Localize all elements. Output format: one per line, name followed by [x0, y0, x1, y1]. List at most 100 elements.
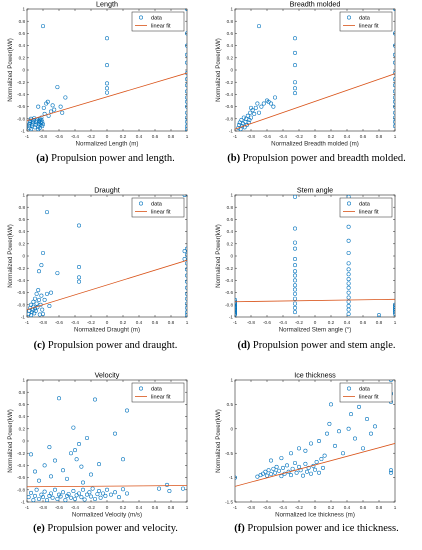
data-point [30, 119, 35, 124]
data-point [235, 310, 237, 315]
data-point [185, 99, 187, 104]
data-point [393, 43, 395, 48]
data-point [336, 429, 341, 434]
x-tick-label: 0.8 [168, 505, 175, 510]
data-point [47, 304, 52, 309]
y-tick-label: -0.8 [17, 302, 25, 307]
x-tick-label: -1 [25, 505, 30, 510]
data-point [181, 486, 186, 491]
data-point [125, 408, 130, 413]
y-tick-label: 0.8 [19, 19, 26, 24]
y-tick-label: -0.2 [17, 451, 25, 456]
data-point [77, 491, 82, 496]
data-point [55, 271, 60, 276]
y-tick-label: -0.2 [225, 266, 233, 271]
data-point [235, 311, 237, 316]
data-point [39, 115, 44, 120]
figure-caption: (a) Propulsion power and length. [0, 153, 211, 164]
legend-box [339, 197, 393, 218]
data-series [235, 195, 395, 317]
y-tick-label: 0.2 [19, 241, 26, 246]
data-point [185, 305, 187, 310]
x-tick-label: 0 [314, 505, 317, 510]
x-tick-label: 0.2 [328, 505, 335, 510]
data-point [319, 457, 324, 462]
x-tick-label: 0.4 [344, 320, 351, 325]
data-point [292, 50, 297, 55]
data-point [266, 468, 271, 473]
chart-panel-6: Ice thickness -1 -0.8 -0.6 -0.4 -0.2 0 0.2 0.4 0.… [215, 371, 397, 519]
data-point [388, 470, 393, 475]
data-point [304, 469, 309, 474]
legend-data-marker [139, 201, 144, 206]
data-point [393, 77, 395, 82]
data-point [113, 431, 118, 436]
data-point [34, 301, 39, 306]
data-point [274, 464, 279, 469]
data-point [31, 299, 36, 304]
x-tick-label: -0.4 [71, 134, 79, 139]
y-tick-label: -0.4 [225, 92, 233, 97]
data-point [393, 95, 395, 100]
x-tick-label: 0.8 [168, 134, 175, 139]
data-point [42, 489, 47, 494]
x-tick-label: 0.4 [344, 505, 351, 510]
x-tick-label: 1 [186, 505, 189, 510]
data-point [90, 486, 95, 491]
data-point [40, 495, 45, 500]
y-tick-label: -1 [21, 315, 26, 320]
x-tick-label: 0.8 [168, 320, 175, 325]
data-point [346, 277, 351, 282]
data-point [63, 95, 68, 100]
data-point [346, 307, 351, 312]
data-point [292, 63, 297, 68]
chart-title: Velocity [95, 371, 120, 380]
data-point [308, 441, 313, 446]
data-series [236, 9, 395, 131]
data-point [105, 36, 110, 41]
x-tick-label: -0.8 [39, 134, 47, 139]
x-tick-label: 0.8 [376, 505, 383, 510]
x-tick-label: -1 [233, 134, 238, 139]
data-point [393, 89, 395, 94]
x-tick-label: -0.4 [71, 505, 79, 510]
legend-data-label: data [151, 16, 163, 22]
data-point [327, 421, 332, 426]
y-tick-label: 0.8 [19, 390, 26, 395]
figure-caption: (d) Propulsion power and stem angle. [211, 340, 422, 351]
x-tick-label: -0.4 [279, 134, 287, 139]
linear-fit-line [235, 443, 395, 487]
data-point [268, 101, 273, 106]
legend: data linear fit [339, 197, 393, 218]
data-point [71, 489, 76, 494]
x-axis-label: Normalized Stem angle (°) [279, 327, 352, 334]
data-point [292, 273, 297, 278]
y-tick-label: 0.2 [19, 426, 26, 431]
legend-data-label: data [151, 202, 163, 208]
data-point [52, 458, 57, 463]
data-point [279, 474, 284, 479]
data-point [253, 105, 258, 110]
data-point [185, 124, 187, 129]
data-point [185, 310, 187, 315]
data-point [185, 115, 187, 120]
data-point [393, 104, 395, 109]
data-point [259, 104, 264, 109]
data-point [40, 311, 45, 316]
y-tick-label: 0 [22, 254, 25, 259]
data-point [36, 478, 41, 483]
data-point [69, 495, 74, 500]
data-point [256, 110, 261, 115]
data-point [60, 490, 65, 495]
data-point [263, 469, 268, 474]
x-tick-label: -1 [25, 134, 30, 139]
legend-box [339, 382, 393, 403]
data-point [31, 498, 36, 502]
linear-fit-line [235, 73, 395, 130]
legend: data linear fit [339, 11, 393, 32]
data-point [185, 52, 187, 57]
data-point [346, 285, 351, 290]
y-tick-label: 0.6 [227, 217, 234, 222]
x-tick-label: 0.8 [376, 134, 383, 139]
data-point [185, 83, 187, 88]
